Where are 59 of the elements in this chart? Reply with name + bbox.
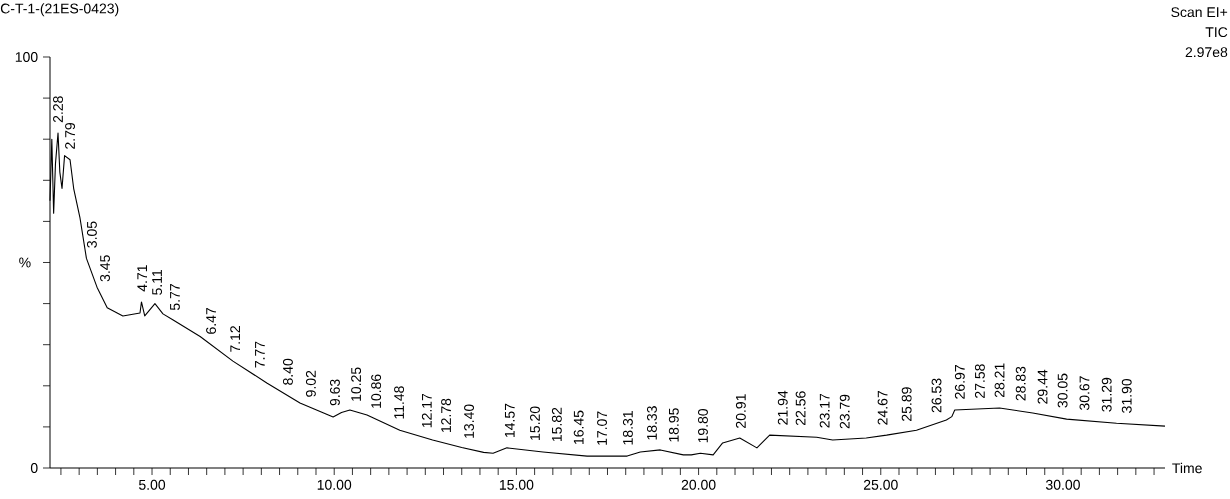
text: 2.97e8 (1185, 47, 1228, 58)
annotation: 10.86 (371, 374, 382, 408)
annotation: 31.29 (1101, 377, 1112, 412)
annotation: 14.57 (504, 403, 515, 438)
annotation: 24.67 (877, 391, 888, 425)
annotation: 31.90 (1121, 378, 1132, 413)
annotation: 30.05 (1057, 373, 1068, 408)
x-tick-label: 10.00 (317, 479, 352, 490)
chart-title: C-T-1-(21ES-0423) (0, 3, 119, 17)
annotation: 3.05 (86, 221, 97, 248)
x-tick-label: 15.00 (499, 479, 534, 490)
annotation: 15.82 (551, 407, 562, 442)
annotation: 5.11 (152, 269, 163, 295)
annotation: 28.83 (1015, 366, 1026, 401)
annotation: 19.80 (698, 408, 708, 443)
annotation: 7.12 (230, 326, 240, 352)
annotation: 8.40 (282, 358, 293, 385)
y-axis-title: % (19, 257, 31, 268)
y-tick-label: 100 (15, 52, 38, 62)
annotation: 2.28 (53, 96, 63, 123)
annotation: 12.17 (421, 393, 432, 428)
annotation: 4.71 (137, 265, 147, 292)
annotation: 16.45 (573, 410, 584, 444)
annotation: 26.53 (931, 378, 942, 413)
annotation: 11.48 (394, 386, 405, 419)
annotation: 3.45 (100, 255, 110, 282)
x-axis-title: Time (1172, 462, 1202, 474)
text: Scan EI+ (1171, 7, 1228, 18)
annotation: 30.67 (1079, 376, 1090, 410)
annotation: 5.77 (170, 284, 180, 311)
annotation: 9.02 (305, 370, 316, 397)
annotation: 20.91 (735, 394, 746, 428)
text: TIC (1205, 27, 1228, 38)
x-tick-label: 30.00 (1045, 479, 1080, 490)
annotation: 28.21 (994, 363, 1005, 398)
y-tick-label: 0 (30, 463, 38, 473)
annotation: 22.56 (795, 391, 806, 426)
annotation: 25.89 (901, 387, 912, 421)
annotation: 26.97 (954, 365, 965, 399)
annotation: 27.58 (974, 364, 985, 398)
annotation: 2.79 (65, 122, 75, 149)
annotation: 18.95 (668, 408, 679, 442)
annotation: 29.44 (1037, 369, 1048, 404)
annotation: 21.94 (777, 390, 788, 425)
annotation: 23.17 (819, 393, 830, 428)
annotation: 10.25 (351, 367, 362, 401)
annotation: 6.47 (206, 307, 217, 334)
annotation: 18.31 (622, 411, 633, 445)
annotation: 12.78 (441, 398, 452, 433)
annotation: 15.20 (530, 406, 540, 440)
annotation: 17.07 (597, 411, 607, 445)
annotation: 7.77 (255, 341, 265, 368)
annotation: 13.40 (464, 404, 474, 438)
annotation: 23.79 (839, 394, 850, 429)
annotation: 18.33 (646, 406, 657, 440)
x-tick-label: 25.00 (863, 479, 898, 490)
annotation: 9.63 (329, 379, 340, 406)
x-tick-label: 20.00 (681, 479, 716, 490)
x-tick-label: 5.00 (138, 479, 166, 490)
